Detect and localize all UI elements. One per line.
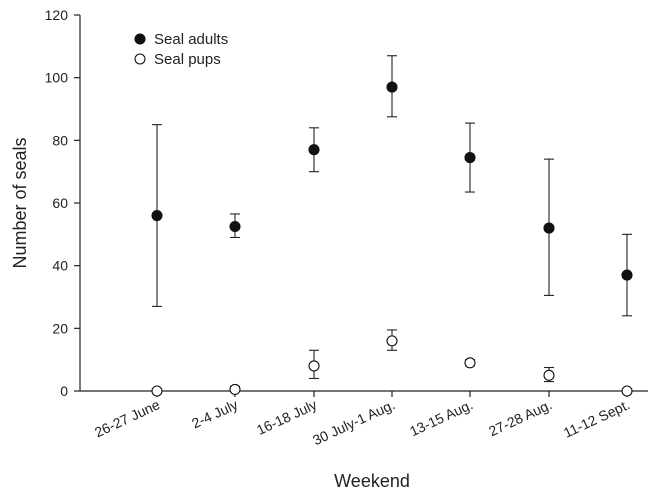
y-axis-title: Number of seals [10,137,30,268]
legend-label: Seal adults [154,31,228,48]
y-tick-label: 100 [45,70,69,86]
y-tick-label: 60 [52,195,68,211]
legend: Seal adults Seal pups [134,31,228,68]
pup-point [386,335,398,347]
y-ticks: 0 20 40 60 80 100 120 [45,7,80,399]
adult-point [151,209,163,222]
y-tick-label: 20 [52,320,68,336]
legend-marker [134,53,146,65]
pup-point [464,357,476,369]
y-tick-label: 0 [60,383,68,399]
adult-point [543,222,555,234]
y-tick-label: 120 [45,7,69,23]
x-tick-label: 16-18 July [254,396,319,438]
pup-point [621,385,633,397]
pup-point [229,383,241,395]
pup-point [308,360,320,372]
y-tick-label: 80 [52,132,68,148]
series-pups [151,329,633,397]
y-tick-label: 40 [52,258,68,274]
pup-point [151,385,163,397]
x-axis-title: Weekend [334,471,410,491]
adult-point [464,152,476,164]
data-marks [151,55,633,397]
legend-marker [134,33,146,45]
series-adults [151,55,633,317]
x-tick-label: 26-27 June [92,396,162,440]
adult-point [229,220,241,233]
adult-point [621,269,633,281]
adult-point [308,144,320,156]
x-tick-label: 13-15 Aug. [407,396,475,439]
pup-point [543,369,555,381]
axes [79,15,648,392]
x-tick-label: 2-4 July [189,396,240,431]
x-tick-label: 11-12 Sept. [561,396,632,441]
x-tick-label: 27-28 Aug. [486,396,554,439]
x-tick-label: 30 July-1 Aug. [310,396,397,448]
legend-label: Seal pups [154,51,221,68]
adult-point [386,81,398,93]
